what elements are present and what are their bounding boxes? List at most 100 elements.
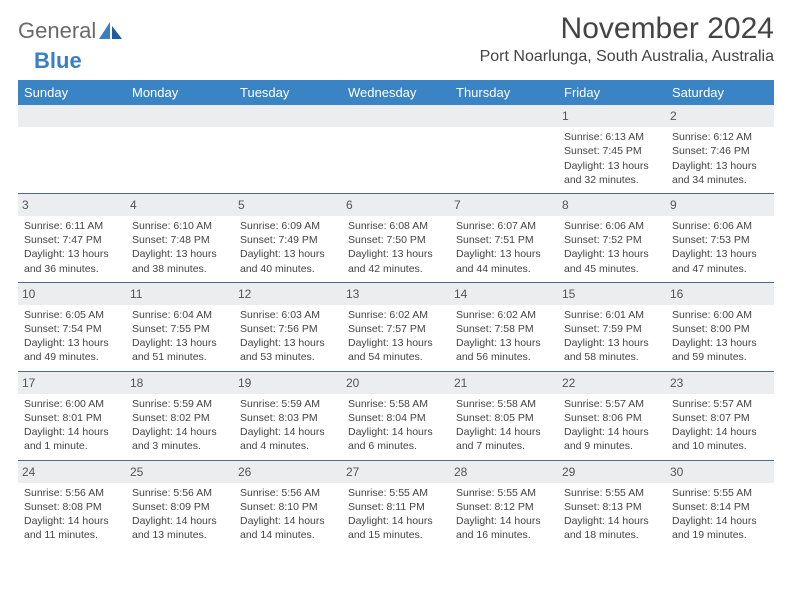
daylight-line: Daylight: 14 hours and 19 minutes. [672,514,768,542]
daylight-line: Daylight: 13 hours and 58 minutes. [564,336,660,364]
day-details: Sunrise: 6:01 AMSunset: 7:59 PMDaylight:… [562,308,662,365]
daylight-line: Daylight: 13 hours and 40 minutes. [240,247,336,275]
logo-sail-icon [98,21,124,41]
day-details: Sunrise: 6:03 AMSunset: 7:56 PMDaylight:… [238,308,338,365]
daylight-line: Daylight: 13 hours and 38 minutes. [132,247,228,275]
day-number: 22 [558,372,666,394]
daylight-line: Daylight: 13 hours and 44 minutes. [456,247,552,275]
sunrise-line: Sunrise: 5:55 AM [564,486,660,500]
sunrise-line: Sunrise: 5:59 AM [132,397,228,411]
day-details: Sunrise: 6:05 AMSunset: 7:54 PMDaylight:… [22,308,122,365]
sunrise-line: Sunrise: 5:59 AM [240,397,336,411]
sunset-line: Sunset: 8:07 PM [672,411,768,425]
calendar-cell: 23Sunrise: 5:57 AMSunset: 8:07 PMDayligh… [666,371,774,460]
day-details: Sunrise: 6:13 AMSunset: 7:45 PMDaylight:… [562,130,662,187]
day-details: Sunrise: 5:56 AMSunset: 8:10 PMDaylight:… [238,486,338,543]
calendar-cell: 1Sunrise: 6:13 AMSunset: 7:45 PMDaylight… [558,105,666,193]
day-number: 12 [234,283,342,305]
day-details: Sunrise: 5:59 AMSunset: 8:03 PMDaylight:… [238,397,338,454]
day-details: Sunrise: 5:56 AMSunset: 8:08 PMDaylight:… [22,486,122,543]
month-title: November 2024 [480,12,774,46]
sunset-line: Sunset: 8:09 PM [132,500,228,514]
calendar-cell: 14Sunrise: 6:02 AMSunset: 7:58 PMDayligh… [450,282,558,371]
col-friday: Friday [558,80,666,105]
calendar-cell: 9Sunrise: 6:06 AMSunset: 7:53 PMDaylight… [666,193,774,282]
calendar-cell [126,105,234,193]
day-details: Sunrise: 6:10 AMSunset: 7:48 PMDaylight:… [130,219,230,276]
daylight-line: Daylight: 14 hours and 18 minutes. [564,514,660,542]
day-number: 29 [558,461,666,483]
sunset-line: Sunset: 8:10 PM [240,500,336,514]
day-number: 24 [18,461,126,483]
sunrise-line: Sunrise: 5:55 AM [348,486,444,500]
calendar-row: 17Sunrise: 6:00 AMSunset: 8:01 PMDayligh… [18,371,774,460]
logo-text-1: General [18,18,96,44]
sunset-line: Sunset: 8:02 PM [132,411,228,425]
day-number-empty [18,105,126,127]
daylight-line: Daylight: 14 hours and 3 minutes. [132,425,228,453]
day-details: Sunrise: 6:06 AMSunset: 7:53 PMDaylight:… [670,219,770,276]
calendar-cell: 27Sunrise: 5:55 AMSunset: 8:11 PMDayligh… [342,460,450,548]
col-tuesday: Tuesday [234,80,342,105]
calendar-cell: 8Sunrise: 6:06 AMSunset: 7:52 PMDaylight… [558,193,666,282]
day-number: 7 [450,194,558,216]
daylight-line: Daylight: 13 hours and 42 minutes. [348,247,444,275]
daylight-line: Daylight: 14 hours and 1 minute. [24,425,120,453]
sunset-line: Sunset: 8:13 PM [564,500,660,514]
day-details: Sunrise: 6:07 AMSunset: 7:51 PMDaylight:… [454,219,554,276]
day-number: 18 [126,372,234,394]
daylight-line: Daylight: 14 hours and 6 minutes. [348,425,444,453]
calendar-table: Sunday Monday Tuesday Wednesday Thursday… [18,80,774,548]
daylight-line: Daylight: 13 hours and 59 minutes. [672,336,768,364]
day-number: 15 [558,283,666,305]
sunrise-line: Sunrise: 5:57 AM [672,397,768,411]
daylight-line: Daylight: 14 hours and 16 minutes. [456,514,552,542]
day-number: 8 [558,194,666,216]
sunrise-line: Sunrise: 6:09 AM [240,219,336,233]
daylight-line: Daylight: 14 hours and 13 minutes. [132,514,228,542]
sunset-line: Sunset: 8:11 PM [348,500,444,514]
day-number: 6 [342,194,450,216]
header-row: Sunday Monday Tuesday Wednesday Thursday… [18,80,774,105]
day-number: 3 [18,194,126,216]
calendar-row: 3Sunrise: 6:11 AMSunset: 7:47 PMDaylight… [18,193,774,282]
calendar-cell: 22 Sunrise: 5:57 AMSunset: 8:06 PMDayligh… [558,371,666,460]
sunset-line: Sunset: 7:45 PM [564,144,660,158]
daylight-line: Daylight: 13 hours and 47 minutes. [672,247,768,275]
sunset-line: Sunset: 7:50 PM [348,233,444,247]
sunrise-line: Sunrise: 6:11 AM [24,219,120,233]
day-details: Sunrise: 5:55 AMSunset: 8:13 PMDaylight:… [562,486,662,543]
sunrise-line: Sunrise: 5:56 AM [132,486,228,500]
calendar-cell: 24 Sunrise: 5:56 AMSunset: 8:08 PMDayligh… [18,460,126,548]
daylight-line: Daylight: 14 hours and 4 minutes. [240,425,336,453]
sunrise-line: Sunrise: 6:07 AM [456,219,552,233]
sunset-line: Sunset: 8:03 PM [240,411,336,425]
day-details: Sunrise: 5:58 AMSunset: 8:04 PMDaylight:… [346,397,446,454]
day-details: Sunrise: 5:57 AMSunset: 8:06 PMDaylight:… [562,397,662,454]
sunset-line: Sunset: 8:04 PM [348,411,444,425]
calendar-cell [234,105,342,193]
day-number: 17 [18,372,126,394]
day-number-empty [126,105,234,127]
day-number: 20 [342,372,450,394]
calendar-cell: 10Sunrise: 6:05 AMSunset: 7:54 PMDayligh… [18,282,126,371]
daylight-line: Daylight: 13 hours and 51 minutes. [132,336,228,364]
daylight-line: Daylight: 14 hours and 10 minutes. [672,425,768,453]
sunrise-line: Sunrise: 6:01 AM [564,308,660,322]
calendar-cell: 2Sunrise: 6:12 AMSunset: 7:46 PMDaylight… [666,105,774,193]
sunset-line: Sunset: 7:55 PM [132,322,228,336]
day-number: 4 [126,194,234,216]
daylight-line: Daylight: 13 hours and 53 minutes. [240,336,336,364]
calendar-cell [342,105,450,193]
sunrise-line: Sunrise: 6:06 AM [564,219,660,233]
sunset-line: Sunset: 7:46 PM [672,144,768,158]
calendar-cell: 7 Sunrise: 6:07 AMSunset: 7:51 PMDaylight… [450,193,558,282]
location: Port Noarlunga, South Australia, Austral… [480,48,774,66]
sunrise-line: Sunrise: 5:55 AM [672,486,768,500]
title-block: November 2024 Port Noarlunga, South Aust… [480,12,774,66]
calendar-cell: 28Sunrise: 5:55 AMSunset: 8:12 PMDayligh… [450,460,558,548]
day-number-empty [342,105,450,127]
sunset-line: Sunset: 8:01 PM [24,411,120,425]
sunrise-line: Sunrise: 6:00 AM [24,397,120,411]
sunset-line: Sunset: 7:49 PM [240,233,336,247]
